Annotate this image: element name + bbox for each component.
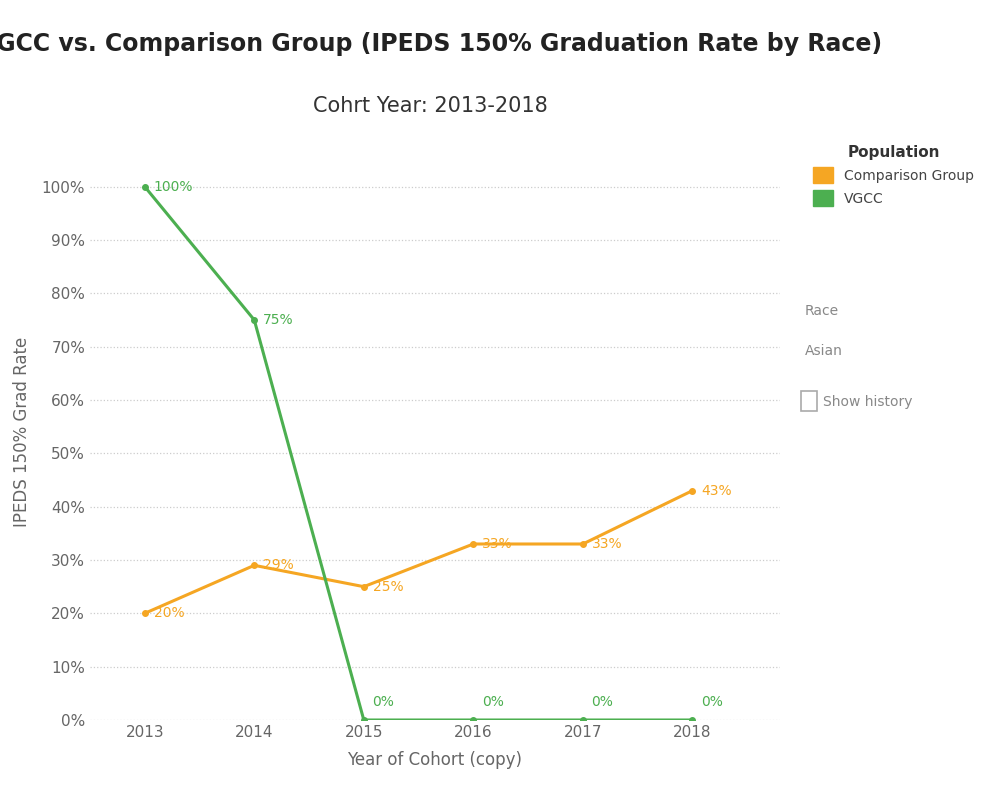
Text: 0%: 0% — [701, 695, 723, 710]
Text: 25%: 25% — [373, 580, 403, 594]
Text: 0%: 0% — [373, 695, 394, 710]
Line: Comparison Group: Comparison Group — [142, 488, 695, 616]
Text: 43%: 43% — [701, 484, 732, 498]
Text: 29%: 29% — [263, 558, 294, 572]
Line: VGCC: VGCC — [142, 184, 695, 722]
Text: 0%: 0% — [482, 695, 504, 710]
Comparison Group — [577, 539, 589, 549]
Text: Show history: Show history — [823, 395, 912, 410]
Text: 20%: 20% — [154, 606, 184, 620]
Comparison Group — [686, 486, 698, 495]
Text: Race: Race — [805, 304, 839, 318]
Text: VGCC vs. Comparison Group (IPEDS 150% Graduation Rate by Race): VGCC vs. Comparison Group (IPEDS 150% Gr… — [0, 32, 882, 56]
Text: 0%: 0% — [592, 695, 613, 710]
Text: 100%: 100% — [154, 180, 193, 194]
Legend: Comparison Group, VGCC: Comparison Group, VGCC — [808, 139, 979, 211]
Comparison Group — [248, 561, 260, 570]
VGCC — [248, 315, 260, 325]
Comparison Group — [358, 582, 370, 591]
Text: Cohrt Year: 2013-2018: Cohrt Year: 2013-2018 — [313, 96, 547, 116]
Y-axis label: IPEDS 150% Grad Rate: IPEDS 150% Grad Rate — [13, 337, 31, 527]
VGCC — [358, 715, 370, 725]
Text: Asian: Asian — [805, 344, 843, 358]
Comparison Group — [139, 609, 151, 618]
VGCC — [139, 182, 151, 191]
Text: 75%: 75% — [263, 313, 294, 327]
VGCC — [577, 715, 589, 725]
Text: 33%: 33% — [482, 537, 513, 551]
Text: 33%: 33% — [592, 537, 622, 551]
VGCC — [686, 715, 698, 725]
Comparison Group — [467, 539, 479, 549]
VGCC — [467, 715, 479, 725]
X-axis label: Year of Cohort (copy): Year of Cohort (copy) — [348, 751, 522, 769]
